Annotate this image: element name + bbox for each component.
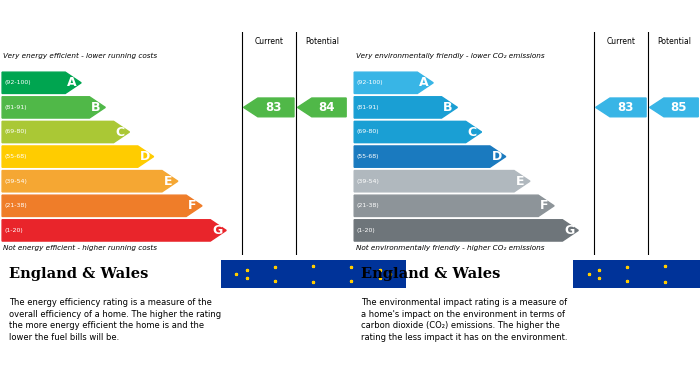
Text: (1-20): (1-20)	[356, 228, 375, 233]
Polygon shape	[244, 98, 294, 117]
Text: (21-38): (21-38)	[4, 203, 27, 208]
Text: A: A	[67, 76, 76, 89]
Text: Not environmentally friendly - higher CO₂ emissions: Not environmentally friendly - higher CO…	[356, 245, 544, 251]
Polygon shape	[354, 72, 433, 93]
Polygon shape	[298, 98, 346, 117]
Bar	[220, 260, 406, 289]
Text: 83: 83	[265, 101, 281, 114]
Text: E: E	[516, 175, 524, 188]
Text: (69-80): (69-80)	[356, 129, 379, 135]
Text: E: E	[164, 175, 172, 188]
Text: Current: Current	[254, 38, 284, 47]
Text: Potential: Potential	[657, 38, 691, 47]
Polygon shape	[2, 220, 226, 241]
Text: (55-68): (55-68)	[356, 154, 379, 159]
Text: (39-54): (39-54)	[4, 179, 27, 184]
Text: F: F	[188, 199, 197, 212]
Text: D: D	[491, 150, 502, 163]
Text: (39-54): (39-54)	[356, 179, 379, 184]
Polygon shape	[354, 121, 482, 143]
Polygon shape	[2, 97, 105, 118]
Text: 2002/91/EC: 2002/91/EC	[237, 276, 281, 285]
Text: (92-100): (92-100)	[4, 80, 31, 85]
Polygon shape	[354, 146, 506, 167]
Bar	[573, 260, 700, 289]
Text: A: A	[419, 76, 428, 89]
Polygon shape	[354, 220, 578, 241]
Text: (92-100): (92-100)	[356, 80, 383, 85]
Text: Very energy efficient - lower running costs: Very energy efficient - lower running co…	[4, 53, 158, 59]
Text: B: B	[443, 101, 453, 114]
Text: Potential: Potential	[304, 38, 339, 47]
Text: Environmental Impact (CO₂) Rating: Environmental Impact (CO₂) Rating	[360, 9, 607, 23]
Text: D: D	[139, 150, 150, 163]
Text: G: G	[212, 224, 223, 237]
Text: C: C	[116, 126, 125, 138]
Text: EU Directive: EU Directive	[589, 265, 636, 274]
Text: 85: 85	[670, 101, 687, 114]
Polygon shape	[596, 98, 646, 117]
Polygon shape	[2, 146, 154, 167]
Polygon shape	[354, 195, 554, 217]
Text: (69-80): (69-80)	[4, 129, 27, 135]
Text: Not energy efficient - higher running costs: Not energy efficient - higher running co…	[4, 245, 158, 251]
Text: Energy Efficiency Rating: Energy Efficiency Rating	[8, 9, 181, 23]
Polygon shape	[2, 72, 81, 93]
Text: Current: Current	[606, 38, 636, 47]
Text: Very environmentally friendly - lower CO₂ emissions: Very environmentally friendly - lower CO…	[356, 53, 544, 59]
Polygon shape	[2, 121, 130, 143]
Polygon shape	[354, 170, 530, 192]
Text: England & Wales: England & Wales	[360, 267, 500, 281]
Text: The environmental impact rating is a measure of
a home's impact on the environme: The environmental impact rating is a mea…	[360, 298, 567, 342]
Text: F: F	[540, 199, 549, 212]
Text: 2002/91/EC: 2002/91/EC	[589, 276, 633, 285]
Text: 83: 83	[617, 101, 634, 114]
Text: (1-20): (1-20)	[4, 228, 23, 233]
Text: G: G	[564, 224, 575, 237]
Text: B: B	[91, 101, 101, 114]
Text: (55-68): (55-68)	[4, 154, 27, 159]
Text: (21-38): (21-38)	[356, 203, 379, 208]
Polygon shape	[354, 97, 457, 118]
Polygon shape	[2, 195, 202, 217]
Text: C: C	[468, 126, 477, 138]
Polygon shape	[2, 170, 178, 192]
Text: (81-91): (81-91)	[4, 105, 27, 110]
Text: The energy efficiency rating is a measure of the
overall efficiency of a home. T: The energy efficiency rating is a measur…	[8, 298, 220, 342]
Text: (81-91): (81-91)	[356, 105, 379, 110]
Text: EU Directive: EU Directive	[237, 265, 284, 274]
Polygon shape	[650, 98, 699, 117]
Text: England & Wales: England & Wales	[8, 267, 148, 281]
Text: 84: 84	[318, 101, 335, 114]
